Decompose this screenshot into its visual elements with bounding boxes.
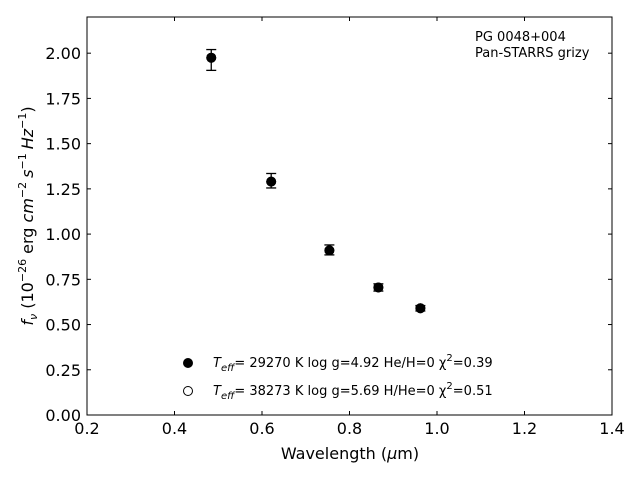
legend-1-rest: = 29270 K log g=4.92 He/H=0 χ xyxy=(234,356,447,371)
y-tick-label: 1.25 xyxy=(45,180,81,199)
x-tick-label: 0.6 xyxy=(249,419,274,438)
legend-marker-open xyxy=(183,386,193,396)
legend-2-teff: T xyxy=(213,384,222,399)
y-label-f: f xyxy=(18,318,37,326)
legend-entry-1: Teff= 29270 K log g=4.92 He/H=0 χ2=0.39 xyxy=(213,353,493,374)
legend-2-sup: 2 xyxy=(446,381,452,392)
y-tick-label: 1.50 xyxy=(45,135,81,154)
y-axis-label: fν (10−26 erg cm−2s−1Hz−1) xyxy=(16,106,40,325)
y-label-p1: (10 xyxy=(18,282,37,314)
legend-2-tail: =0.51 xyxy=(453,384,493,399)
x-axis-label-b: m) xyxy=(397,444,419,463)
legend-2-teff-sub: eff xyxy=(221,391,236,402)
x-tick-label: 0.8 xyxy=(337,419,362,438)
legend-marker-filled xyxy=(183,358,193,368)
y-label-cm: cm xyxy=(18,198,37,222)
y-label-e1: −26 xyxy=(16,259,29,282)
y-tick-label: 0.50 xyxy=(45,316,81,335)
y-tick-label: 0.00 xyxy=(45,406,81,425)
y-label-p3: ) xyxy=(18,106,37,112)
legend-2-rest: = 38273 K log g=5.69 H/He=0 χ xyxy=(234,384,447,399)
model-point-filled xyxy=(324,245,335,256)
plot-frame xyxy=(86,16,613,416)
y-label-hz: Hz xyxy=(18,128,37,149)
y-label-e3: −1 xyxy=(16,153,29,169)
x-tick-label: 0.2 xyxy=(74,419,99,438)
y-tick-label: 1.00 xyxy=(45,225,81,244)
y-label-e2: −2 xyxy=(16,182,29,198)
legend-1-teff: T xyxy=(213,356,222,371)
x-tick-label: 1.2 xyxy=(512,419,537,438)
x-tick-label: 0.4 xyxy=(162,419,187,438)
legend-entry-2: Teff= 38273 K log g=5.69 H/He=0 χ2=0.51 xyxy=(213,381,493,402)
legend-1-teff-sub: eff xyxy=(221,363,236,374)
x-tick-label: 1.4 xyxy=(599,419,624,438)
model-point-filled xyxy=(415,303,426,314)
legend-1-sup: 2 xyxy=(446,353,452,364)
annotation-line-2: Pan-STARRS grizy xyxy=(475,46,590,61)
y-label-e4: −1 xyxy=(16,113,29,129)
x-axis-label-a: Wavelength ( xyxy=(281,444,387,463)
y-tick-label: 2.00 xyxy=(45,44,81,63)
ticks-group: 0.2 0.4 0.6 0.8 1.0 1.2 1.4 0.00 0.25 0.50 0.75 1.0… xyxy=(45,17,625,438)
x-axis-label: Wavelength (μm) xyxy=(281,444,419,463)
annotation-line-1: PG 0048+004 xyxy=(475,30,566,45)
legend: Teff= 29270 K log g=4.92 He/H=0 χ2=0.39 … xyxy=(183,353,493,402)
points-group xyxy=(206,52,426,314)
model-point-filled xyxy=(206,52,217,63)
legend-1-tail: =0.39 xyxy=(453,356,493,371)
y-tick-label: 0.75 xyxy=(45,270,81,289)
y-label-p2: erg xyxy=(18,222,37,258)
model-point-filled xyxy=(266,176,277,187)
y-label-nu: ν xyxy=(27,314,40,320)
x-tick-label: 1.0 xyxy=(424,419,449,438)
x-axis-label-mu: μ xyxy=(386,444,397,463)
plot-background xyxy=(87,17,612,415)
model-point-filled xyxy=(373,282,384,293)
y-label-s: s xyxy=(18,170,37,178)
y-tick-label: 1.75 xyxy=(45,89,81,108)
y-tick-label: 0.25 xyxy=(45,361,81,380)
